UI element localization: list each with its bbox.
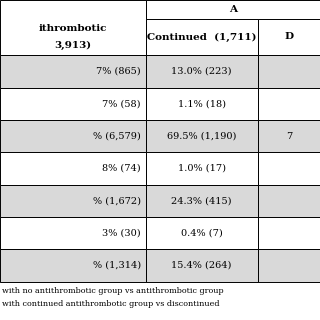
Text: 3% (30): 3% (30) [102, 228, 141, 238]
Text: 69.5% (1,190): 69.5% (1,190) [167, 132, 236, 141]
Text: 1.1% (18): 1.1% (18) [178, 99, 226, 108]
Text: with no antithrombotic group vs antithrombotic group: with no antithrombotic group vs antithro… [2, 287, 223, 295]
Text: Continued  (1,711): Continued (1,711) [147, 32, 256, 42]
Bar [0, 249, 146, 282]
Text: % (6,579): % (6,579) [93, 132, 141, 141]
Text: % (1,314): % (1,314) [93, 261, 141, 270]
Text: 1.0% (17): 1.0% (17) [178, 164, 226, 173]
Text: 8% (74): 8% (74) [102, 164, 141, 173]
Text: 24.3% (415): 24.3% (415) [171, 196, 232, 205]
Bar [146, 0, 320, 19]
Text: 0.4% (7): 0.4% (7) [181, 228, 222, 238]
Bar [258, 88, 320, 120]
Bar [258, 152, 320, 185]
Text: 7: 7 [286, 132, 292, 141]
Text: with continued antithrombotic group vs discontinued: with continued antithrombotic group vs d… [2, 300, 219, 308]
Bar [0, 120, 146, 152]
Bar [146, 249, 258, 282]
Bar [258, 19, 320, 55]
Bar [258, 217, 320, 249]
Bar [146, 120, 258, 152]
Bar [258, 185, 320, 217]
Bar [0, 55, 146, 88]
Text: A: A [229, 5, 237, 14]
Bar [146, 152, 258, 185]
Bar [146, 88, 258, 120]
Bar [0, 217, 146, 249]
Bar [146, 19, 258, 55]
Bar [146, 185, 258, 217]
Bar [146, 55, 258, 88]
Bar [0, 152, 146, 185]
Bar [258, 120, 320, 152]
Text: 7% (865): 7% (865) [96, 67, 141, 76]
Bar [258, 249, 320, 282]
Text: ithrombotic: ithrombotic [39, 24, 107, 34]
Text: % (1,672): % (1,672) [93, 196, 141, 205]
Bar [0, 185, 146, 217]
Text: D: D [284, 32, 293, 42]
Bar [146, 217, 258, 249]
Text: 15.4% (264): 15.4% (264) [172, 261, 232, 270]
Text: 7% (58): 7% (58) [102, 99, 141, 108]
Bar [0, 88, 146, 120]
Bar [0, 0, 146, 55]
Text: 3,913): 3,913) [54, 40, 92, 50]
Bar [258, 55, 320, 88]
Text: 13.0% (223): 13.0% (223) [171, 67, 232, 76]
